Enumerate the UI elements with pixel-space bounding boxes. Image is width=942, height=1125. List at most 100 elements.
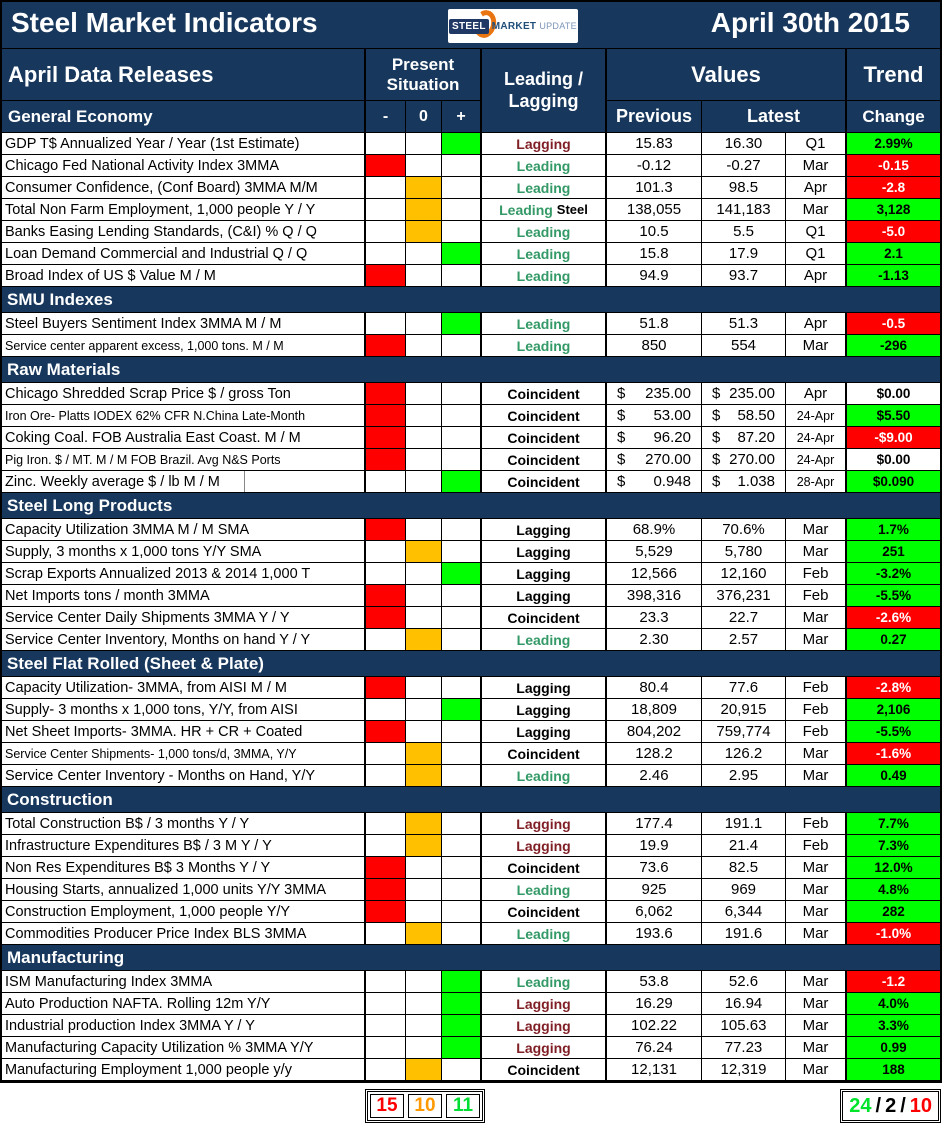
situation-minus-cell bbox=[366, 563, 406, 584]
classification-text: Lagging bbox=[516, 723, 571, 740]
situation-zero-cell bbox=[406, 335, 442, 356]
indicator-row: Manufacturing Capacity Utilization % 3MM… bbox=[2, 1037, 940, 1059]
latest-value-cell: 98.5 bbox=[702, 177, 786, 198]
situation-minus-cell bbox=[366, 721, 406, 742]
situation-plus-cell bbox=[442, 427, 482, 448]
trend-count: 10 bbox=[909, 1094, 932, 1117]
indicator-label: Broad Index of US $ Value M / M bbox=[2, 265, 366, 286]
indicator-label: Construction Employment, 1,000 people Y/… bbox=[2, 901, 366, 922]
indicator-row: Non Res Expenditures B$ 3 Months Y / Y Co… bbox=[2, 857, 940, 879]
latest-value-cell: 22.7 bbox=[702, 607, 786, 628]
indicator-label: Capacity Utilization 3MMA M / M SMA bbox=[2, 519, 366, 540]
previous-value-cell: 193.6 bbox=[607, 923, 702, 944]
classification-cell: Leading bbox=[482, 265, 607, 286]
latest-value-cell: $235.00 bbox=[702, 383, 786, 404]
classification-text: Leading bbox=[516, 157, 571, 174]
classification-cell: Leading bbox=[482, 879, 607, 900]
change-cell: -5.0 bbox=[847, 221, 940, 242]
latest-value-cell: 5,780 bbox=[702, 541, 786, 562]
previous-value-cell: 76.24 bbox=[607, 1037, 702, 1058]
classification-text: Leading bbox=[516, 267, 571, 284]
period-cell: Mar bbox=[786, 199, 847, 220]
classification-text: Coincident bbox=[507, 451, 580, 468]
situation-plus-cell bbox=[442, 563, 482, 584]
summary-footer: 15 10 11 24/2/10 bbox=[0, 1089, 942, 1125]
change-cell: -1.0% bbox=[847, 923, 940, 944]
classification-text: Lagging bbox=[516, 543, 571, 560]
classification-text: Coincident bbox=[507, 1061, 580, 1078]
classification-text: Lagging bbox=[516, 587, 571, 604]
latest-value-cell: $58.50 bbox=[702, 405, 786, 426]
situation-minus-cell bbox=[366, 383, 406, 404]
indicator-label: Housing Starts, annualized 1,000 units Y… bbox=[2, 879, 366, 900]
previous-value-cell: 23.3 bbox=[607, 607, 702, 628]
previous-value-cell: 16.29 bbox=[607, 993, 702, 1014]
classification-text: Leading bbox=[516, 315, 571, 332]
indicator-label: Non Res Expenditures B$ 3 Months Y / Y bbox=[2, 857, 366, 878]
latest-value-cell: 191.6 bbox=[702, 923, 786, 944]
indicator-row: Capacity Utilization- 3MMA, from AISI M … bbox=[2, 677, 940, 699]
indicator-row: Banks Easing Lending Standards, (C&I) % … bbox=[2, 221, 940, 243]
situation-zero-cell bbox=[406, 901, 442, 922]
period-cell: Mar bbox=[786, 765, 847, 786]
indicator-row: Coking Coal. FOB Australia East Coast. M… bbox=[2, 427, 940, 449]
situation-plus-cell bbox=[442, 243, 482, 264]
situation-minus-cell bbox=[366, 199, 406, 220]
previous-value-cell: 15.8 bbox=[607, 243, 702, 264]
change-cell: -296 bbox=[847, 335, 940, 356]
latest-value-cell: 554 bbox=[702, 335, 786, 356]
indicator-label: Manufacturing Capacity Utilization % 3MM… bbox=[2, 1037, 366, 1058]
classification-cell: Coincident bbox=[482, 607, 607, 628]
latest-value-cell: 20,915 bbox=[702, 699, 786, 720]
indicator-row: Supply- 3 months x 1,000 tons, Y/Y, from… bbox=[2, 699, 940, 721]
situation-zero-cell bbox=[406, 607, 442, 628]
column-header-leading-lagging: Leading / Lagging bbox=[482, 49, 607, 133]
latest-value-cell: 969 bbox=[702, 879, 786, 900]
latest-value-cell: $1.038 bbox=[702, 471, 786, 492]
situation-zero-cell bbox=[406, 243, 442, 264]
latest-value-cell: $87.20 bbox=[702, 427, 786, 448]
period-cell: Mar bbox=[786, 541, 847, 562]
previous-value-cell: 15.83 bbox=[607, 133, 702, 154]
indicator-label: Service Center Shipments- 1,000 tons/d, … bbox=[2, 743, 366, 764]
indicator-label: Auto Production NAFTA. Rolling 12m Y/Y bbox=[2, 993, 366, 1014]
period-cell: Mar bbox=[786, 629, 847, 650]
report-titlebar: Steel Market Indicators STEEL MARKET UPD… bbox=[2, 2, 940, 49]
situation-zero-cell bbox=[406, 923, 442, 944]
change-cell: 251 bbox=[847, 541, 940, 562]
situation-zero-cell bbox=[406, 563, 442, 584]
situation-plus-cell bbox=[442, 765, 482, 786]
change-cell: 7.3% bbox=[847, 835, 940, 856]
period-cell: Mar bbox=[786, 607, 847, 628]
indicator-label: Net Sheet Imports- 3MMA. HR + CR + Coate… bbox=[2, 721, 366, 742]
period-cell: 24-Apr bbox=[786, 449, 847, 470]
situation-zero-cell bbox=[406, 835, 442, 856]
classification-cell: Leading bbox=[482, 155, 607, 176]
indicator-row: Chicago Fed National Activity Index 3MMA… bbox=[2, 155, 940, 177]
column-header-plus: + bbox=[442, 101, 482, 133]
situation-plus-cell bbox=[442, 585, 482, 606]
classification-cell: Leading bbox=[482, 221, 607, 242]
situation-plus-cell bbox=[442, 835, 482, 856]
situation-zero-cell bbox=[406, 265, 442, 286]
change-cell: -$9.00 bbox=[847, 427, 940, 448]
period-cell: Feb bbox=[786, 563, 847, 584]
indicator-row: Infrastructure Expenditures B$ / 3 M Y /… bbox=[2, 835, 940, 857]
indicator-row: Service Center Shipments- 1,000 tons/d, … bbox=[2, 743, 940, 765]
previous-value-cell: 12,131 bbox=[607, 1059, 702, 1080]
classification-cell: Coincident bbox=[482, 471, 607, 492]
indicator-row: Total Non Farm Employment, 1,000 people … bbox=[2, 199, 940, 221]
indicator-row: Loan Demand Commercial and Industrial Q … bbox=[2, 243, 940, 265]
change-cell: 2.1 bbox=[847, 243, 940, 264]
indicator-row: Net Imports tons / month 3MMA Lagging 398,… bbox=[2, 585, 940, 607]
change-cell: -2.6% bbox=[847, 607, 940, 628]
latest-value-cell: 82.5 bbox=[702, 857, 786, 878]
situation-plus-cell bbox=[442, 383, 482, 404]
situation-plus-cell bbox=[442, 699, 482, 720]
previous-value-cell: 2.46 bbox=[607, 765, 702, 786]
indicator-label: Infrastructure Expenditures B$ / 3 M Y /… bbox=[2, 835, 366, 856]
situation-minus-cell bbox=[366, 607, 406, 628]
period-cell: 28-Apr bbox=[786, 471, 847, 492]
period-cell: Q1 bbox=[786, 243, 847, 264]
column-header-previous: Previous bbox=[607, 101, 702, 133]
